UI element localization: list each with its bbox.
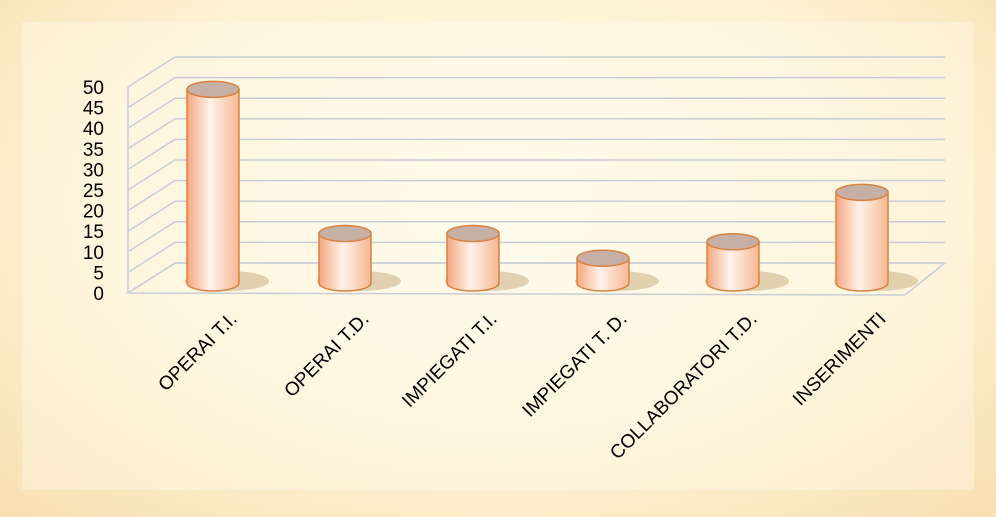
y-tick-label: 10: [83, 243, 104, 264]
y-tick-label: 50: [83, 78, 104, 99]
bar: [186, 80, 240, 292]
grid-line: [127, 138, 945, 171]
grid-line: [127, 262, 945, 294]
grid-line: [127, 97, 945, 129]
bar: [835, 183, 889, 292]
y-tick-label: 20: [83, 202, 104, 223]
bar: [318, 224, 372, 292]
bar: [446, 224, 500, 292]
grid-line: [127, 56, 945, 88]
y-tick-label: 40: [83, 119, 104, 140]
grid-line: [127, 118, 945, 150]
grid-line: [127, 179, 945, 212]
grid-line: [127, 221, 945, 253]
y-tick-label: 15: [83, 222, 104, 243]
y-tick-label: 5: [93, 263, 104, 284]
bar: [576, 249, 630, 292]
y-tick-label: 45: [83, 99, 104, 120]
grid-line: [127, 241, 945, 274]
grid-line: [127, 76, 945, 109]
y-tick-label: 25: [83, 181, 104, 202]
grid-line: [127, 200, 945, 232]
bar: [706, 233, 760, 292]
y-tick-label: 35: [83, 140, 104, 161]
grid-line: [127, 159, 945, 191]
y-tick-label: 0: [93, 284, 104, 305]
y-tick-label: 30: [83, 160, 104, 181]
